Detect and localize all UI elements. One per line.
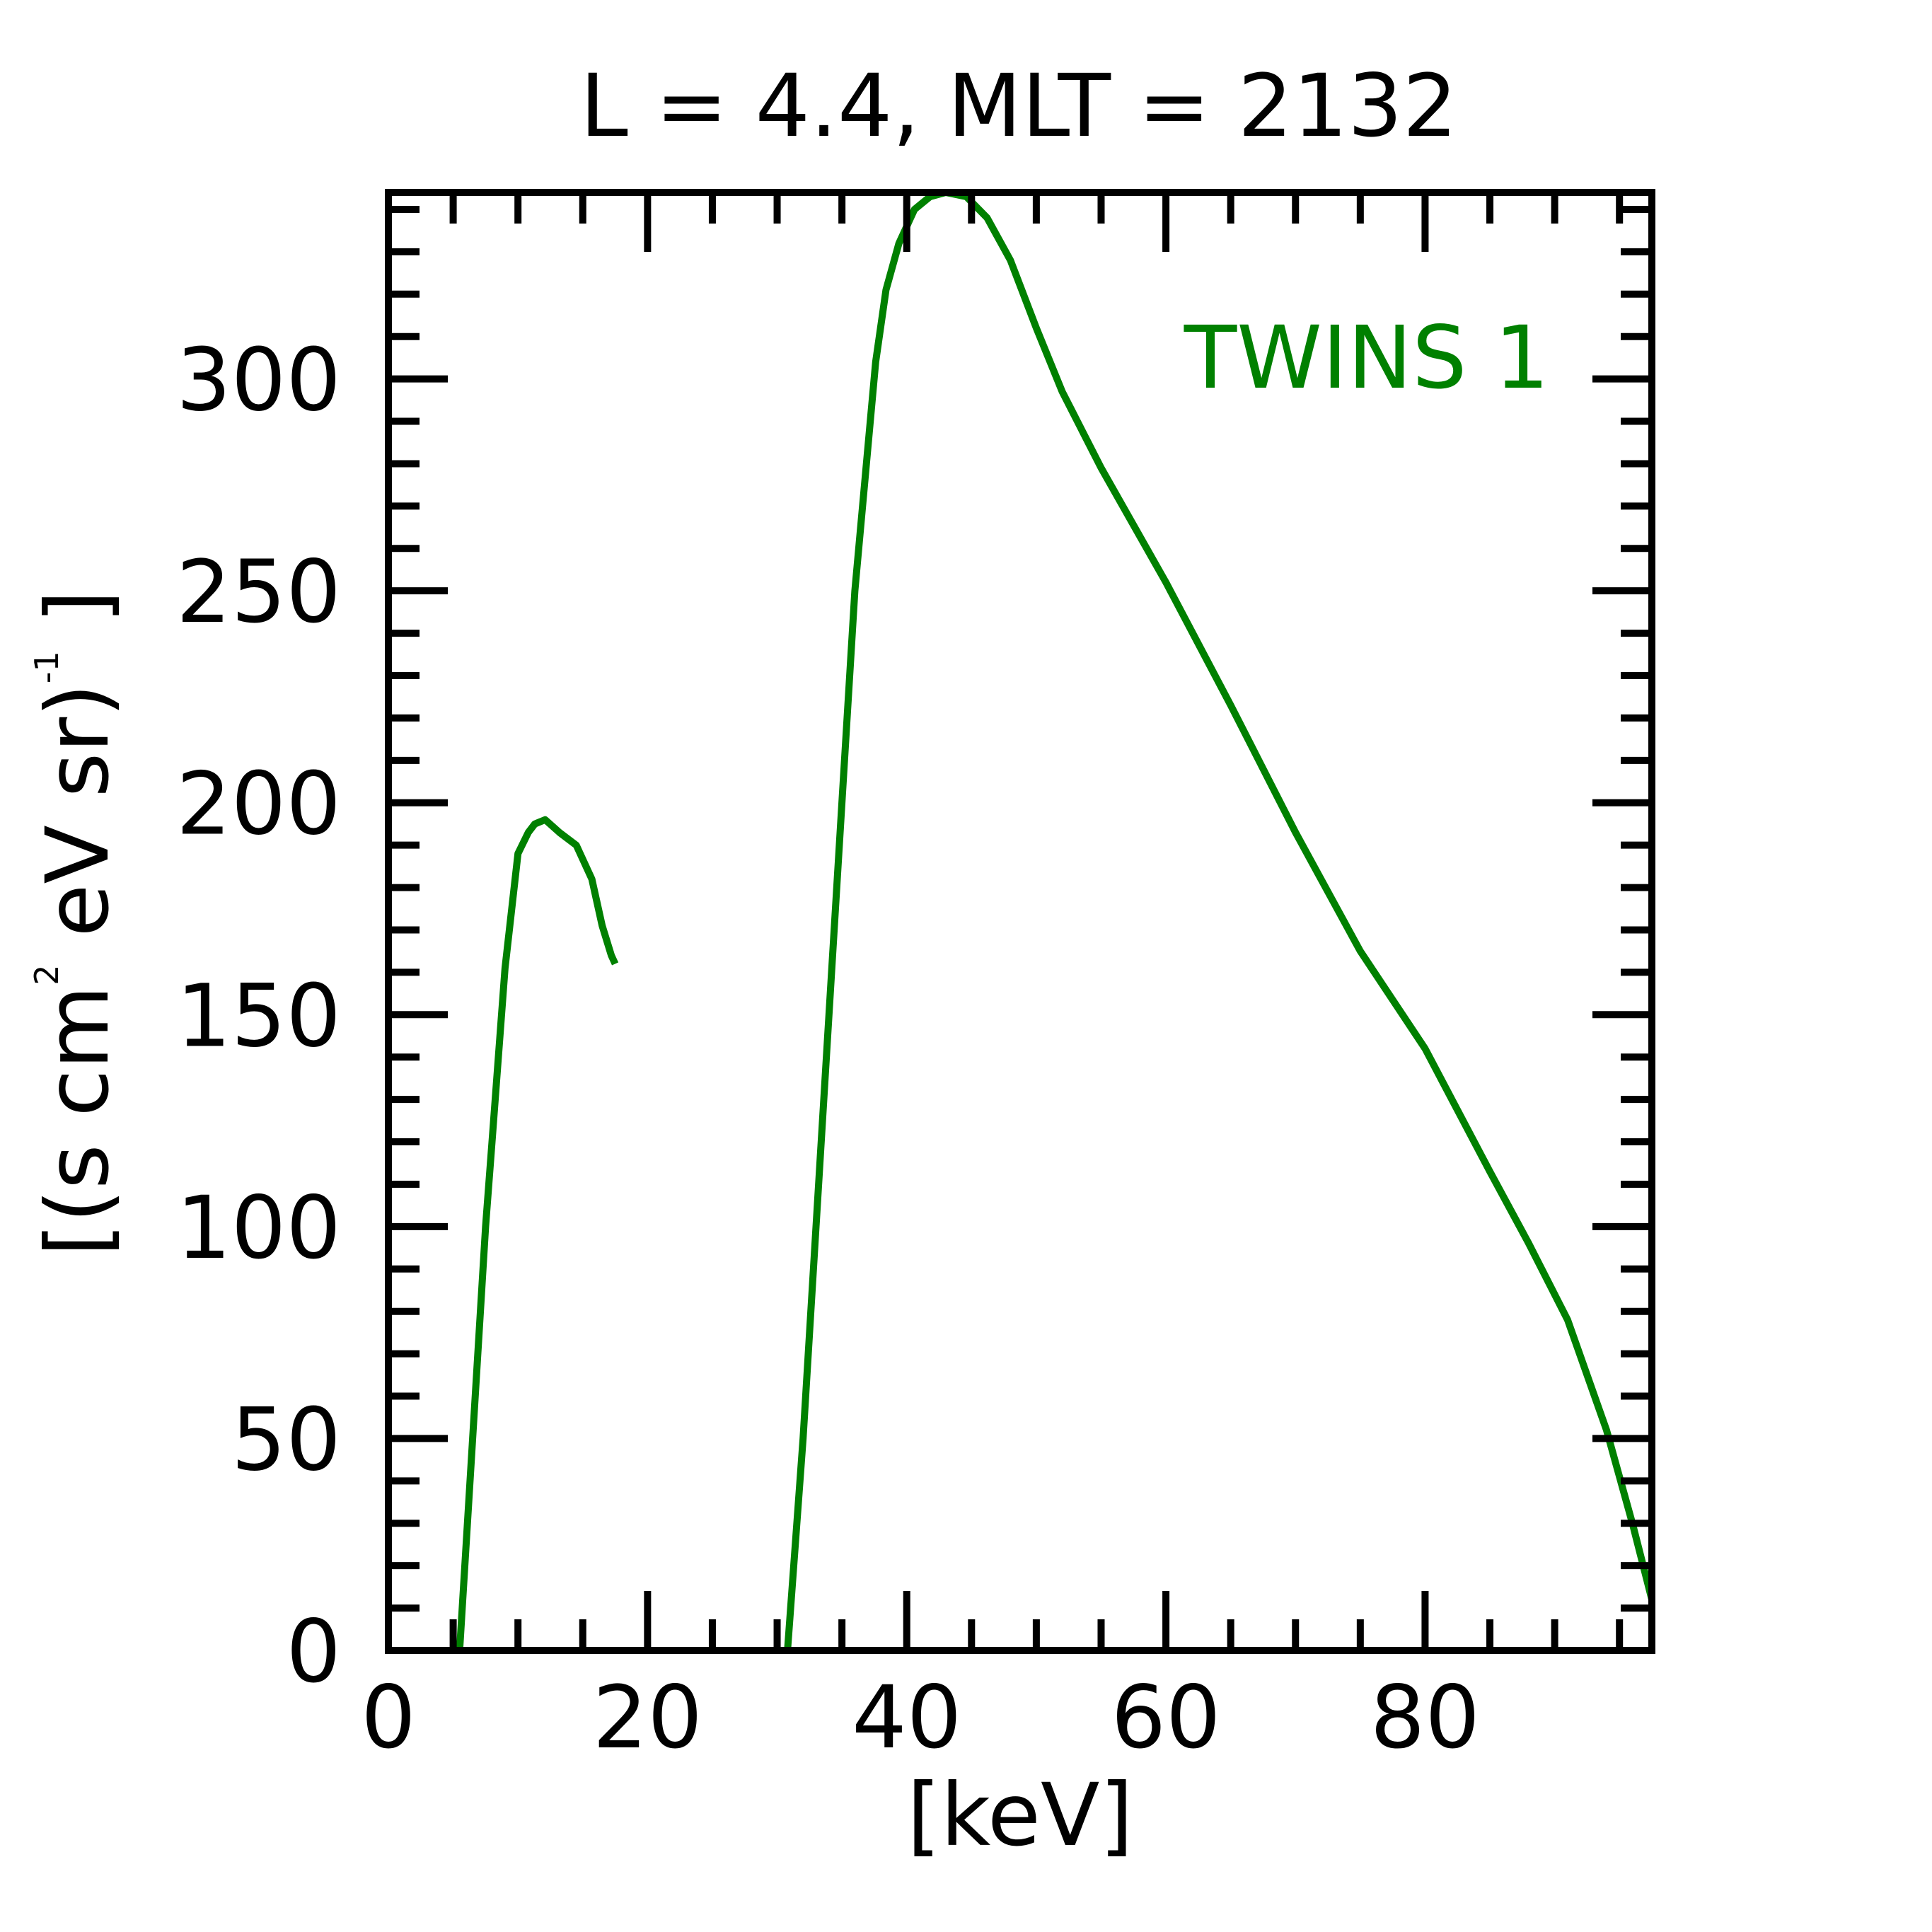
y-tick-label-100: 100 — [176, 1178, 341, 1278]
y-tick-label-150: 150 — [176, 966, 341, 1066]
series-layer — [456, 189, 1655, 1651]
y-axis-label-close: ] — [28, 590, 128, 651]
x-tick-labels: 0 20 40 60 80 — [361, 1667, 1480, 1768]
plot-area — [385, 189, 1655, 1654]
y-tick-label-200: 200 — [176, 754, 341, 855]
y-tick-label-50: 50 — [231, 1389, 341, 1490]
y-tick-label-300: 300 — [176, 330, 341, 431]
x-tick-label-0: 0 — [361, 1667, 416, 1768]
ticks-layer — [385, 192, 1652, 1654]
x-tick-label-20: 20 — [593, 1667, 702, 1768]
x-tick-label-80: 80 — [1370, 1667, 1480, 1768]
y-axis-label: [(s cm2 eV sr)-1 ] — [28, 590, 128, 1256]
y-axis-label-sup-minus-one: -1 — [28, 651, 66, 683]
plot-frame — [385, 189, 1655, 1654]
series-line-0-segment-1 — [784, 189, 1655, 1651]
series-line-0-segment-0 — [456, 816, 619, 1651]
y-axis-label-open: [(s cm — [28, 985, 128, 1256]
y-tick-label-0: 0 — [286, 1602, 341, 1702]
x-axis-label: [keV] — [907, 1765, 1133, 1866]
y-axis-label-sup-two: 2 — [28, 964, 66, 985]
legend-label: TWINS 1 — [1184, 308, 1549, 408]
y-tick-labels: 0 50 100 150 200 250 300 — [176, 330, 341, 1702]
x-tick-label-40: 40 — [852, 1667, 961, 1768]
x-tick-label-60: 60 — [1111, 1667, 1220, 1768]
y-tick-label-250: 250 — [176, 542, 341, 642]
y-axis-label-middle: eV sr) — [28, 683, 128, 964]
chart-title: L = 4.4, MLT = 2132 — [580, 56, 1458, 156]
